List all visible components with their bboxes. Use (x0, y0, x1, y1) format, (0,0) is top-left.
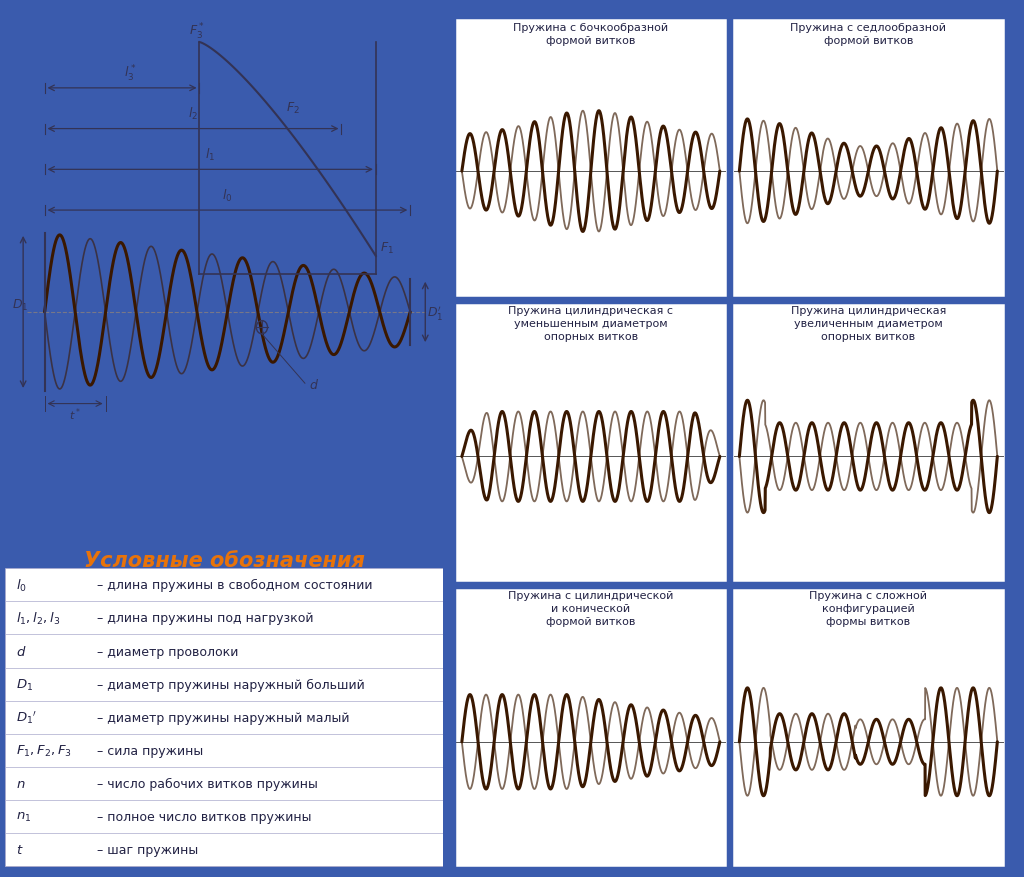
Text: Пружина с цилиндрической
и конической
формой витков: Пружина с цилиндрической и конической фо… (508, 590, 674, 627)
Text: $F_2$: $F_2$ (286, 101, 300, 116)
Text: $l_3^*$: $l_3^*$ (125, 64, 137, 84)
Text: Пружина с бочкообразной
формой витков: Пружина с бочкообразной формой витков (513, 23, 669, 46)
Text: $F_1$: $F_1$ (380, 240, 394, 255)
Text: $d$: $d$ (16, 645, 27, 659)
Text: Условные обозначения: Условные обозначения (84, 550, 365, 570)
Text: $D_1'$: $D_1'$ (427, 303, 443, 322)
Text: – диаметр пружины наружный малый: – диаметр пружины наружный малый (93, 710, 349, 724)
Text: – длина пружины под нагрузкой: – длина пружины под нагрузкой (93, 612, 313, 624)
Text: $n$: $n$ (16, 777, 26, 790)
Text: – число рабочих витков пружины: – число рабочих витков пружины (93, 777, 317, 790)
Text: $n_1$: $n_1$ (16, 809, 32, 823)
Text: – длина пружины в свободном состоянии: – длина пружины в свободном состоянии (93, 579, 373, 592)
Text: $l_0$: $l_0$ (16, 577, 27, 593)
Text: $d$: $d$ (309, 378, 319, 392)
Text: $D_1{}'$: $D_1{}'$ (16, 709, 37, 725)
Text: $F_1, F_2, F_3$: $F_1, F_2, F_3$ (16, 743, 72, 758)
Text: $D_1$: $D_1$ (16, 677, 33, 692)
Text: $D_1$: $D_1$ (12, 297, 29, 312)
Text: $t^*$: $t^*$ (69, 406, 81, 423)
Text: Пружина с сложной
конфигурацией
формы витков: Пружина с сложной конфигурацией формы ви… (809, 590, 928, 627)
Text: – диаметр пружины наружный больший: – диаметр пружины наружный больший (93, 678, 365, 691)
Text: – полное число витков пружины: – полное число витков пружины (93, 809, 311, 823)
Text: Пружина цилиндрическая с
уменьшенным диаметром
опорных витков: Пружина цилиндрическая с уменьшенным диа… (508, 305, 674, 342)
Text: – шаг пружины: – шаг пружины (93, 843, 198, 856)
FancyBboxPatch shape (5, 569, 443, 866)
Text: $t$: $t$ (16, 843, 24, 856)
Text: $F_3^*$: $F_3^*$ (189, 21, 205, 41)
Text: $l_2$: $l_2$ (188, 106, 198, 123)
Text: $l_1, l_2, l_3$: $l_1, l_2, l_3$ (16, 610, 60, 626)
Text: $l_1$: $l_1$ (205, 147, 215, 163)
Text: Пружина цилиндрическая
увеличенным диаметром
опорных витков: Пружина цилиндрическая увеличенным диаме… (791, 305, 946, 342)
Text: – сила пружины: – сила пружины (93, 744, 203, 757)
Text: Пружина с седлообразной
формой витков: Пружина с седлообразной формой витков (791, 23, 946, 46)
Text: $l_0$: $l_0$ (222, 188, 232, 203)
Text: – диаметр проволоки: – диаметр проволоки (93, 645, 239, 658)
